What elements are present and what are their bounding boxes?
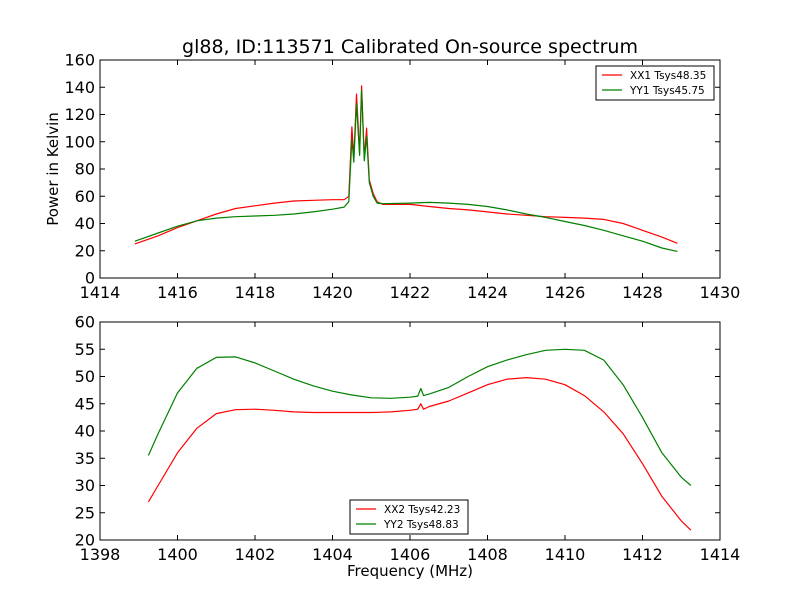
bottom-y-tick-label: 45 [75, 394, 95, 413]
bottom-x-tick-label: 1404 [312, 545, 353, 564]
bottom-y-tick-label: 55 [75, 340, 95, 359]
bottom-x-tick-label: 1402 [235, 545, 276, 564]
top-x-tick-label: 1418 [235, 283, 276, 302]
top-x-tick-label: 1422 [390, 283, 431, 302]
top-y-tick-label: 20 [75, 241, 95, 260]
figure-title: gl88, ID:113571 Calibrated On-source spe… [182, 36, 638, 58]
top-legend-label-1: XX1 Tsys48.35 [630, 70, 706, 82]
bottom-legend-box [349, 499, 469, 535]
top-x-tick-label: 1428 [622, 283, 663, 302]
top-y-tick-label: 60 [75, 187, 95, 206]
bottom-y-tick-label: 60 [75, 313, 95, 332]
top-x-tick-label: 1430 [700, 283, 741, 302]
top-x-tick-label: 1414 [80, 283, 121, 302]
bottom-x-tick-label: 1398 [80, 545, 121, 564]
top-series-line-2 [134, 89, 678, 252]
bottom-x-tick-label: 1400 [157, 545, 198, 564]
top-y-tick-label: 120 [64, 105, 95, 124]
bottom-y-tick-label: 30 [75, 476, 95, 495]
bottom-legend-label-1: XX2 Tsys42.23 [384, 504, 460, 516]
top-y-tick-label: 140 [64, 78, 95, 97]
bottom-plot-panel: 1398 1400 1402 1404 1406 1408 1410 1412 1414 20 25… [75, 313, 741, 581]
top-legend-label-2: YY1 Tsys45.75 [629, 85, 705, 97]
top-x-tick-label: 1420 [312, 283, 353, 302]
bottom-y-tick-label: 35 [75, 449, 95, 468]
top-plot-panel: 1414 1416 1418 1420 1422 1424 1426 1428 1430 0 20 4… [44, 51, 740, 303]
top-x-tick-label: 1424 [467, 283, 508, 302]
bottom-x-tick-label: 1412 [622, 545, 663, 564]
bottom-x-tick-label: 1406 [390, 545, 431, 564]
bottom-y-tick-label: 50 [75, 367, 95, 386]
bottom-legend-label-2: YY2 Tsys48.83 [383, 519, 459, 531]
top-x-tick-label: 1426 [545, 283, 586, 302]
bottom-x-axis-label: Frequency (MHz) [347, 562, 473, 580]
top-legend: XX1 Tsys48.35 YY1 Tsys45.75 [595, 65, 715, 101]
bottom-series-line-1 [147, 377, 692, 531]
top-y-tick-label: 160 [64, 51, 95, 70]
top-y-axis-label: Power in Kelvin [44, 112, 62, 226]
bottom-x-tick-label: 1414 [700, 545, 741, 564]
bottom-y-tick-label: 20 [75, 531, 95, 550]
bottom-y-tick-label: 25 [75, 503, 95, 522]
top-y-tick-label: 80 [75, 160, 95, 179]
bottom-series-line-2 [147, 348, 692, 486]
top-series-line-1 [134, 85, 678, 245]
top-y-tick-label: 0 [85, 269, 95, 288]
bottom-legend: XX2 Tsys42.23 YY2 Tsys48.83 [349, 499, 469, 535]
top-x-tick-label: 1416 [157, 283, 198, 302]
bottom-x-tick-label: 1408 [467, 545, 508, 564]
top-legend-box [595, 65, 715, 101]
top-y-tick-label: 40 [75, 214, 95, 233]
top-y-tick-label: 100 [64, 132, 95, 151]
bottom-y-tick-label: 40 [75, 422, 95, 441]
bottom-x-tick-label: 1410 [545, 545, 586, 564]
